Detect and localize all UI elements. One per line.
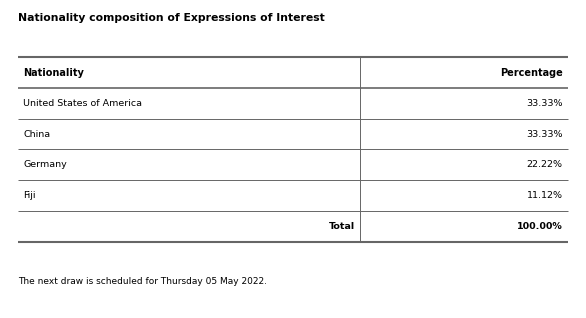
Text: 33.33%: 33.33% — [526, 130, 563, 139]
Text: 100.00%: 100.00% — [517, 222, 563, 231]
Text: Fiji: Fiji — [23, 191, 36, 200]
Text: 33.33%: 33.33% — [526, 99, 563, 108]
Text: 11.12%: 11.12% — [527, 191, 563, 200]
Text: 22.22%: 22.22% — [527, 160, 563, 169]
Text: China: China — [23, 130, 50, 139]
Text: Total: Total — [328, 222, 355, 231]
Text: Percentage: Percentage — [500, 68, 563, 78]
Text: Germany: Germany — [23, 160, 67, 169]
Text: United States of America: United States of America — [23, 99, 142, 108]
Text: Nationality: Nationality — [23, 68, 84, 78]
Text: Nationality composition of Expressions of Interest: Nationality composition of Expressions o… — [18, 13, 324, 23]
Text: The next draw is scheduled for Thursday 05 May 2022.: The next draw is scheduled for Thursday … — [18, 277, 267, 286]
